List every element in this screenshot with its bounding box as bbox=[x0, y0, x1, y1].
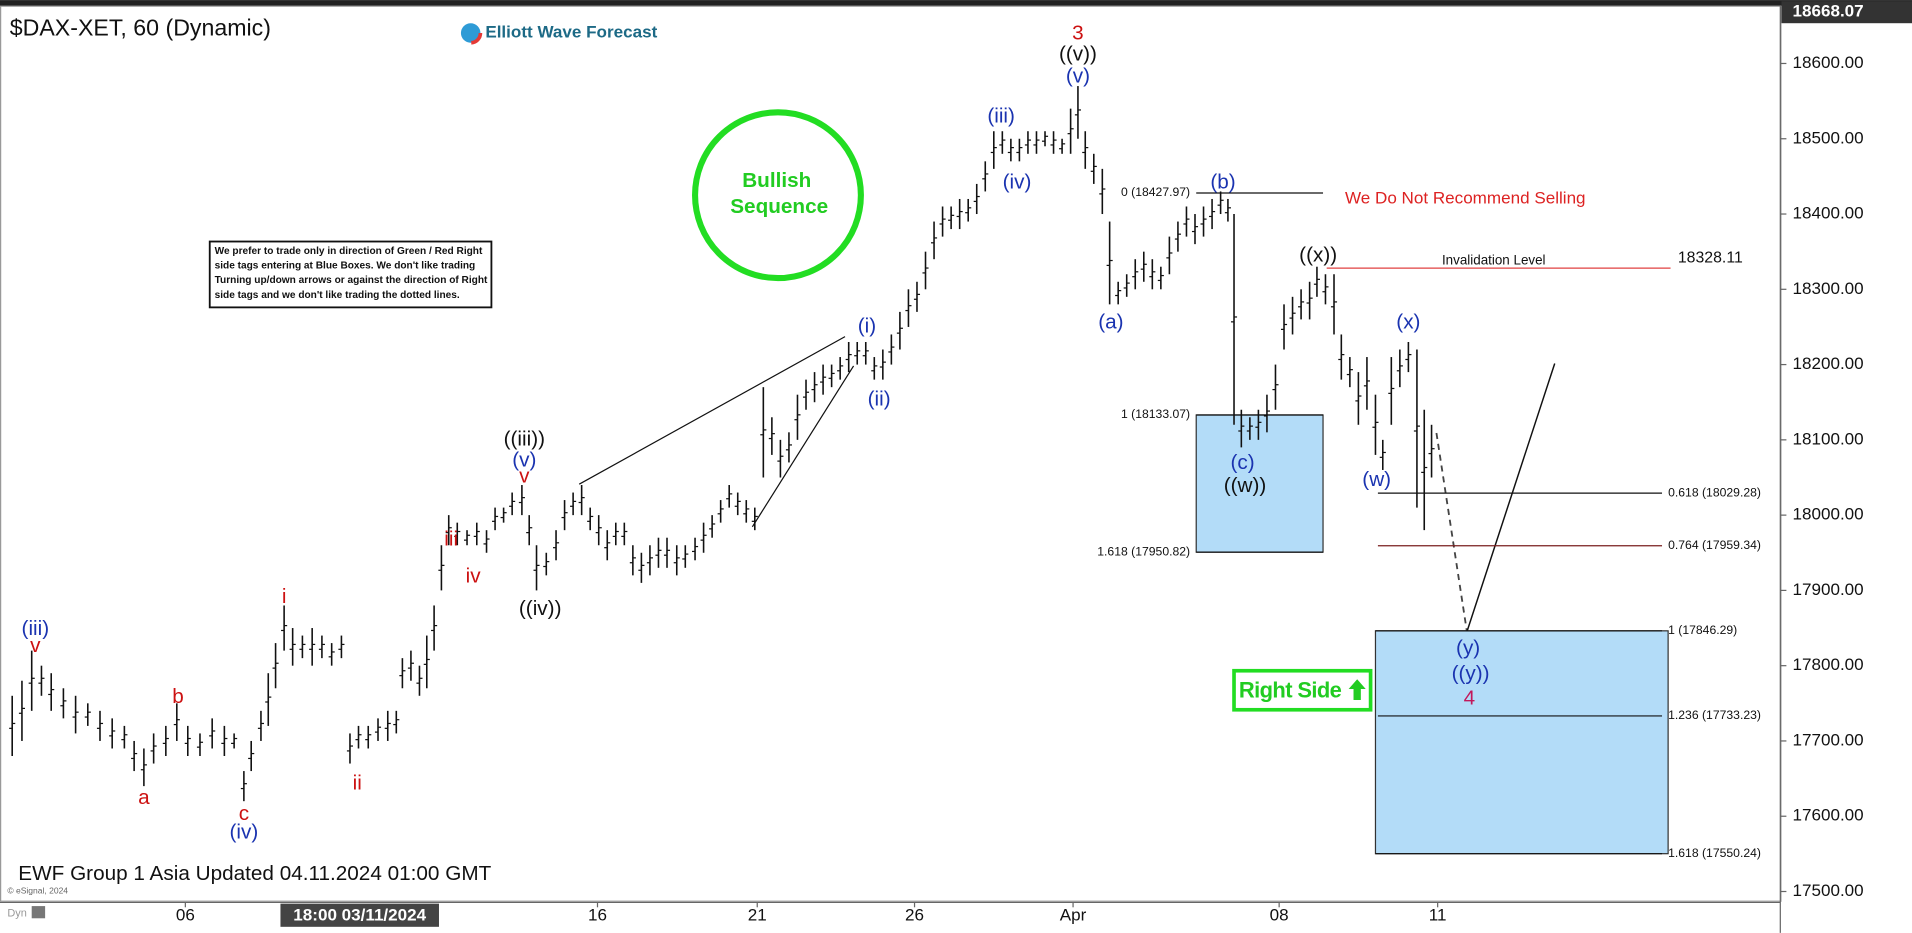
wave-label: ((w)) bbox=[1224, 474, 1267, 497]
right-side-text: Right Side bbox=[1239, 677, 1342, 702]
fib-label: 1.618 (17950.82) bbox=[1097, 544, 1190, 558]
fib-label: 0 (18427.97) bbox=[1121, 185, 1190, 199]
wave-label: a bbox=[138, 786, 150, 809]
y-tick-label: 18400.00 bbox=[1793, 204, 1864, 223]
right-side-box bbox=[1232, 668, 1373, 712]
wave-label: 3 bbox=[1072, 22, 1084, 45]
wave-label: iv bbox=[466, 564, 482, 587]
right-side-arrow bbox=[1348, 679, 1366, 701]
wave-label: ((x)) bbox=[1299, 244, 1337, 267]
sequence-badge-line: Bullish bbox=[742, 169, 811, 192]
projection-line bbox=[1466, 363, 1556, 632]
logo-icon-ring bbox=[459, 21, 483, 45]
x-tick-label: 08 bbox=[1270, 905, 1289, 924]
trend-line bbox=[578, 336, 846, 485]
wave-label: (iii) bbox=[22, 617, 50, 640]
invalidation-value: 18328.11 bbox=[1678, 250, 1743, 267]
fib-label: 1.236 (17733.23) bbox=[1668, 708, 1761, 722]
disclaimer-line: Turning up/down arrows or against the di… bbox=[215, 275, 488, 286]
wave-label: (ii) bbox=[868, 388, 891, 411]
disclaimer-line: side tags and we don't like trading the … bbox=[215, 290, 460, 301]
disclaimer: We prefer to trade only in direction of … bbox=[215, 246, 488, 301]
wave-label: iii bbox=[444, 528, 458, 551]
y-tick-label: 18600.00 bbox=[1793, 53, 1864, 72]
disclaimer-line: side tags entering at Blue Boxes. We don… bbox=[215, 261, 476, 272]
logo: Elliott Wave Forecast bbox=[459, 21, 658, 45]
blue-box bbox=[1195, 414, 1324, 553]
blue-box bbox=[1374, 630, 1669, 855]
chart-title: $DAX-XET, 60 (Dynamic) bbox=[10, 14, 271, 40]
y-tick-label: 17700.00 bbox=[1793, 730, 1864, 749]
fib-label: 0.618 (18029.28) bbox=[1668, 485, 1761, 499]
y-tick-label: 18500.00 bbox=[1793, 128, 1864, 147]
wave-label: (c) bbox=[1230, 451, 1254, 474]
wave-label: (a) bbox=[1098, 311, 1123, 334]
dyn-icon bbox=[31, 906, 46, 919]
last-price-box bbox=[1781, 1, 1912, 24]
cursor-label: 18:00 03/11/2024 bbox=[293, 905, 426, 924]
wave-label: v bbox=[30, 634, 41, 657]
x-tick-label: 06 bbox=[176, 905, 195, 924]
wave-label: i bbox=[282, 585, 287, 608]
y-tick-label: 18000.00 bbox=[1793, 505, 1864, 524]
sequence-badge-circle bbox=[692, 109, 864, 282]
wave-label: (y) bbox=[1456, 636, 1480, 659]
x-tick-label: 26 bbox=[905, 905, 924, 924]
y-tick-label: 18300.00 bbox=[1793, 279, 1864, 298]
wave-label: ((v)) bbox=[1059, 42, 1097, 65]
wave-label: v bbox=[519, 464, 530, 487]
wave-label: (v) bbox=[512, 448, 536, 471]
dyn-label: Dyn bbox=[7, 907, 27, 919]
x-tick-label: 11 bbox=[1429, 905, 1447, 924]
trend-line bbox=[751, 365, 855, 528]
projection-dashed bbox=[1435, 432, 1468, 632]
wave-label: (v) bbox=[1066, 64, 1090, 87]
wave-label: b bbox=[172, 685, 184, 708]
copyright: © eSignal, 2024 bbox=[7, 886, 68, 896]
warning-text: We Do Not Recommend Selling bbox=[1345, 188, 1586, 207]
footer: EWF Group 1 Asia Updated 04.11.2024 01:0… bbox=[18, 862, 491, 885]
wave-label: (iv) bbox=[1003, 170, 1032, 193]
wave-label: ((iv)) bbox=[519, 597, 562, 620]
logo-text: Elliott Wave Forecast bbox=[485, 23, 657, 42]
y-tick-label: 18100.00 bbox=[1793, 429, 1864, 448]
wave-label: (iv) bbox=[229, 820, 258, 843]
wave-label: (i) bbox=[858, 314, 876, 337]
wave-label: (w) bbox=[1362, 468, 1391, 491]
cursor-label-box bbox=[280, 903, 439, 927]
sequence-badge-line: Sequence bbox=[730, 195, 828, 218]
y-tick-label: 17900.00 bbox=[1793, 580, 1864, 599]
fib-label: 1 (18133.07) bbox=[1121, 407, 1190, 421]
last-price-label: 18668.07 bbox=[1793, 2, 1864, 21]
wave-label: ((y)) bbox=[1452, 662, 1490, 685]
wave-label: c bbox=[239, 802, 249, 825]
wave-label: 4 bbox=[1464, 686, 1476, 709]
wave-label: (x) bbox=[1396, 311, 1420, 334]
fib-label: 0.764 (17959.34) bbox=[1668, 538, 1761, 552]
invalidation-label: Invalidation Level bbox=[1442, 252, 1546, 267]
logo-icon bbox=[460, 23, 481, 43]
disclaimer-line: We prefer to trade only in direction of … bbox=[215, 246, 483, 257]
disclaimer-box bbox=[208, 240, 493, 309]
wave-label: (iii) bbox=[987, 105, 1015, 128]
y-tick-label: 18200.00 bbox=[1793, 354, 1864, 373]
x-tick-label: Apr bbox=[1060, 905, 1087, 924]
x-tick-label: 16 bbox=[588, 905, 607, 924]
y-tick-label: 17800.00 bbox=[1793, 655, 1864, 674]
wave-label: (b) bbox=[1210, 170, 1235, 193]
fib-label: 1 (17846.29) bbox=[1668, 623, 1737, 637]
wave-label: ii bbox=[353, 772, 362, 795]
x-tick-label: 21 bbox=[748, 905, 767, 924]
top-border bbox=[0, 0, 1912, 7]
y-tick-label: 17600.00 bbox=[1793, 806, 1864, 825]
wave-label: ((iii)) bbox=[504, 428, 545, 451]
fib-label: 1.618 (17550.24) bbox=[1668, 846, 1761, 860]
y-tick-label: 17500.00 bbox=[1793, 881, 1864, 900]
